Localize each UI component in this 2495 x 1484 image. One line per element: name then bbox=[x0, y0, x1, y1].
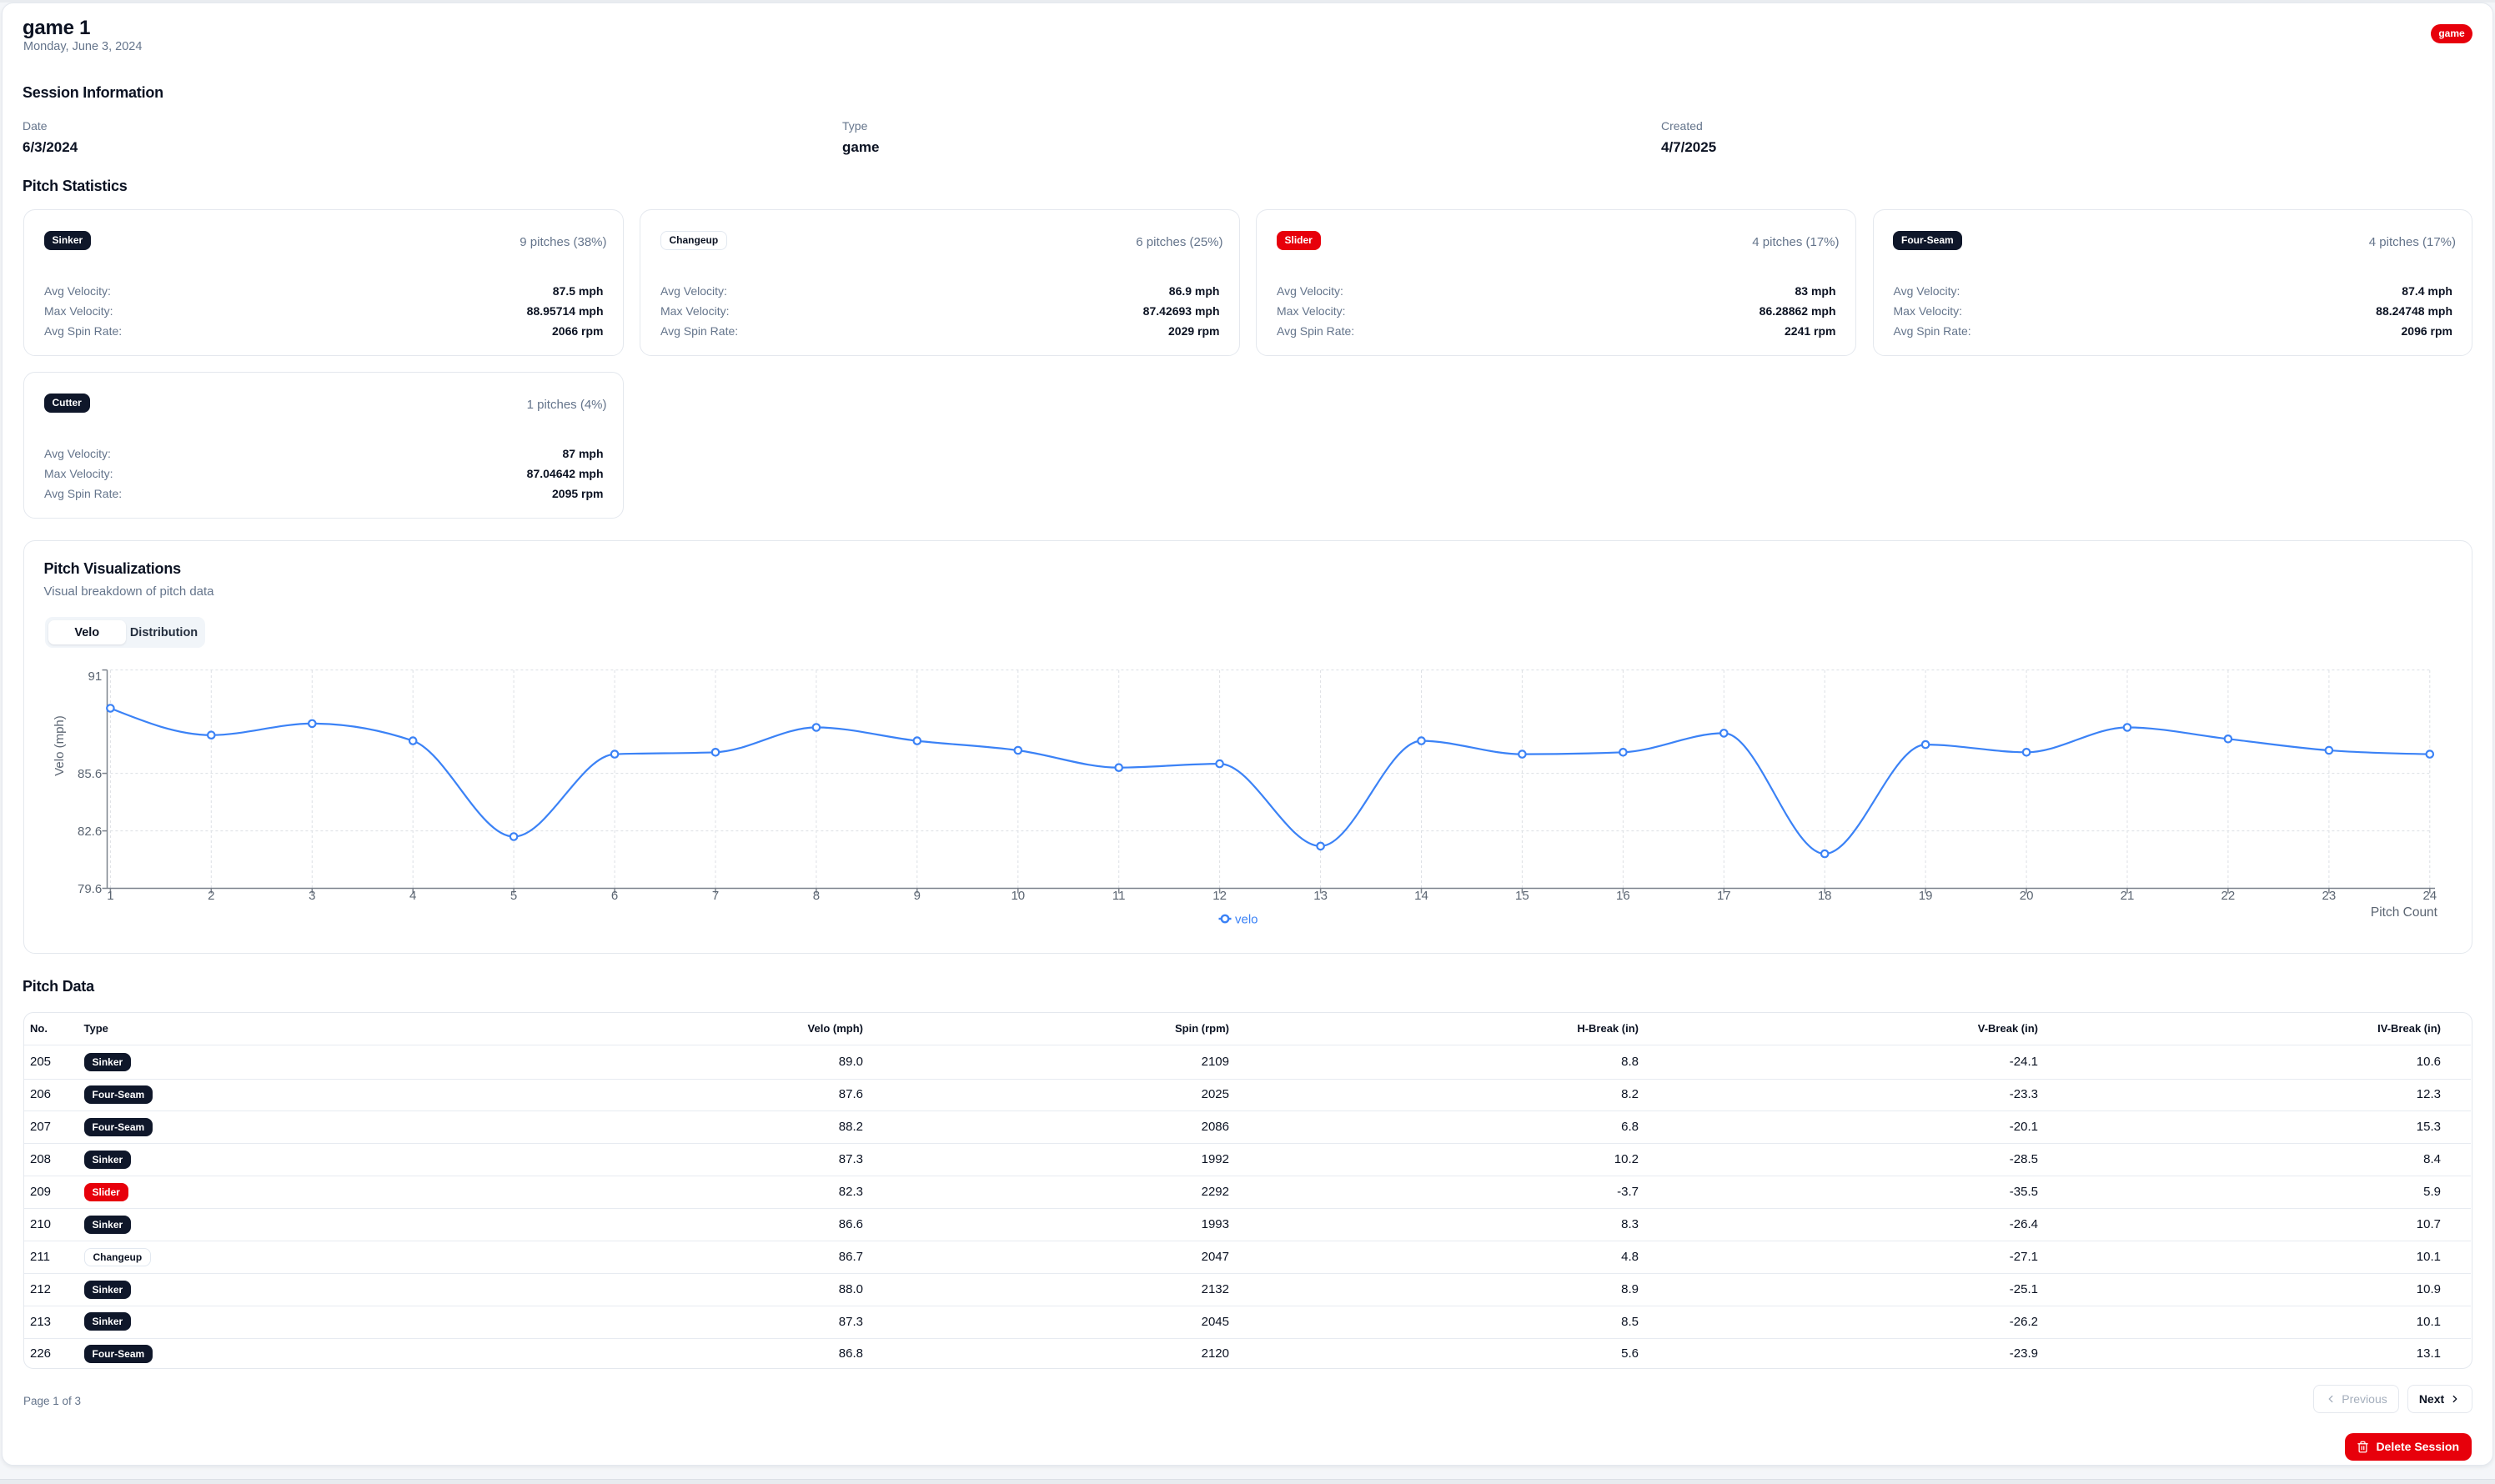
svg-text:16: 16 bbox=[1616, 889, 1630, 903]
svg-text:17: 17 bbox=[1717, 889, 1731, 903]
svg-text:2: 2 bbox=[208, 889, 214, 903]
svg-text:11: 11 bbox=[1112, 889, 1126, 903]
svg-text:15: 15 bbox=[1515, 889, 1529, 903]
svg-text:24: 24 bbox=[2422, 889, 2437, 903]
svg-text:14: 14 bbox=[1414, 889, 1428, 903]
svg-text:9: 9 bbox=[914, 889, 921, 903]
svg-text:8: 8 bbox=[813, 889, 820, 903]
svg-text:Velo (mph): Velo (mph) bbox=[53, 715, 67, 776]
svg-text:22: 22 bbox=[2221, 889, 2236, 903]
svg-text:6: 6 bbox=[611, 889, 618, 903]
svg-text:23: 23 bbox=[2322, 889, 2337, 903]
svg-text:79.6: 79.6 bbox=[78, 882, 102, 896]
svg-text:4: 4 bbox=[409, 889, 416, 903]
svg-text:21: 21 bbox=[2121, 889, 2135, 903]
svg-text:1: 1 bbox=[107, 889, 113, 903]
svg-text:82.6: 82.6 bbox=[78, 825, 102, 839]
svg-text:10: 10 bbox=[1011, 889, 1025, 903]
svg-text:12: 12 bbox=[1212, 889, 1227, 903]
svg-text:85.6: 85.6 bbox=[78, 767, 102, 781]
svg-text:3: 3 bbox=[309, 889, 315, 903]
svg-text:19: 19 bbox=[1919, 889, 1933, 903]
svg-text:91: 91 bbox=[88, 669, 103, 684]
svg-text:13: 13 bbox=[1313, 889, 1328, 903]
svg-text:20: 20 bbox=[2020, 889, 2034, 903]
svg-text:5: 5 bbox=[510, 889, 517, 903]
svg-text:18: 18 bbox=[1818, 889, 1832, 903]
svg-text:velo: velo bbox=[1235, 913, 1258, 927]
svg-text:7: 7 bbox=[712, 889, 719, 903]
svg-text:Pitch Count: Pitch Count bbox=[2371, 905, 2438, 920]
